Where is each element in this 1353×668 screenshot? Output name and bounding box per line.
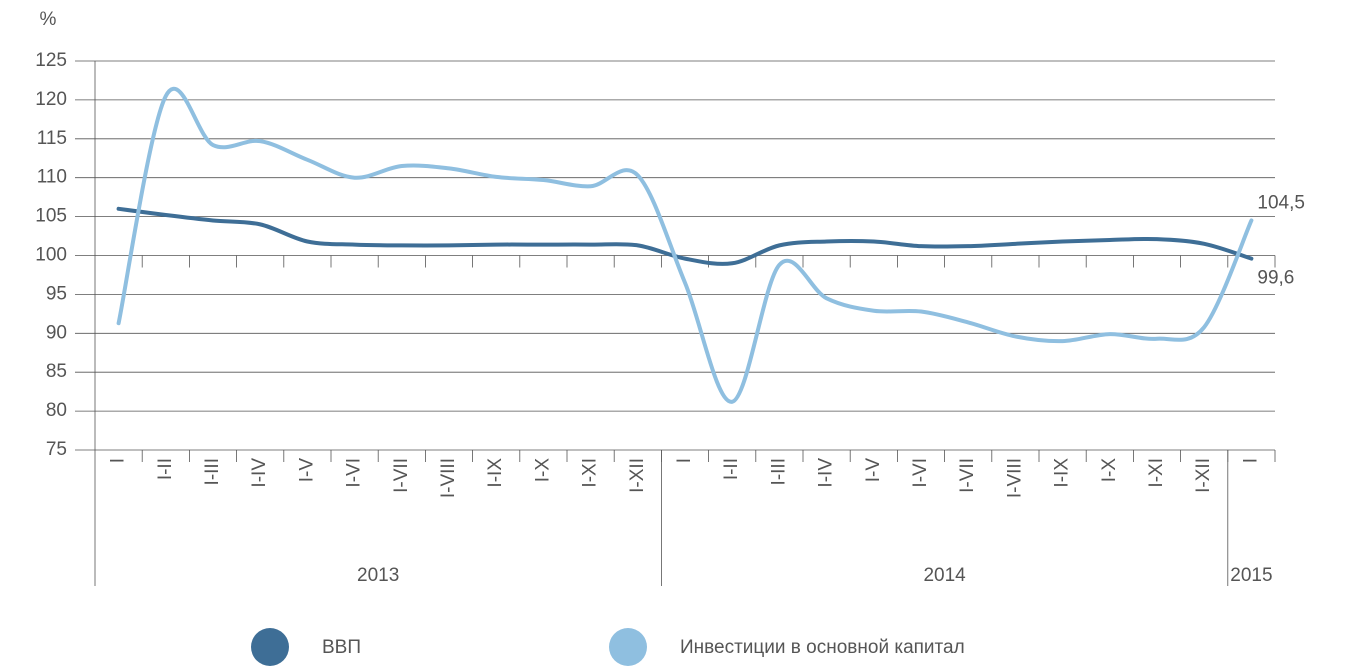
x-tick-label: I	[1240, 458, 1261, 463]
y-tick-label: 100	[35, 245, 67, 266]
x-tick-label: I-VI	[344, 458, 365, 488]
x-tick-label: I-X	[1099, 458, 1120, 483]
x-tick-label: I-V	[863, 458, 884, 483]
legend-label: Инвестиции в основной капитал	[680, 637, 965, 658]
x-tick-label: I-IX	[485, 458, 506, 488]
x-tick-label: I-III	[202, 458, 223, 485]
legend-swatch	[251, 628, 289, 666]
data-label: 99,6	[1257, 268, 1294, 289]
y-tick-label: 80	[46, 400, 67, 421]
y-tick-label: 85	[46, 361, 67, 382]
y-tick-label: 125	[35, 50, 67, 71]
x-tick-label: I-IV	[816, 458, 837, 488]
y-tick-label: 110	[37, 167, 67, 188]
x-tick-label: I-II	[721, 458, 742, 480]
y-tick-label: 95	[46, 283, 67, 304]
data-label: 104,5	[1257, 193, 1305, 214]
series-line	[116, 206, 1254, 266]
x-tick-label: I-VII	[391, 458, 412, 493]
group-label: 2015	[1230, 565, 1272, 586]
x-tick-label: I-X	[532, 458, 553, 483]
x-tick-label: I-XII	[1193, 458, 1214, 493]
y-tick-label: 90	[46, 322, 67, 343]
x-tick-label: I-II	[155, 458, 176, 480]
x-tick-label: I-XI	[1146, 458, 1167, 488]
x-tick-label: I-XII	[627, 458, 648, 493]
x-tick-label: I-V	[296, 458, 317, 483]
x-tick-label: I-XI	[580, 458, 601, 488]
x-tick-label: I-VIII	[438, 458, 459, 498]
x-tick-label: I-VI	[910, 458, 931, 488]
y-tick-label: 115	[37, 128, 67, 149]
group-label: 2013	[357, 565, 399, 586]
y-tick-label: 75	[46, 439, 67, 460]
x-tick-label: I-IX	[1052, 458, 1073, 488]
y-tick-label: 120	[35, 89, 67, 110]
y-axis-label: %	[40, 9, 57, 30]
legend-swatch	[609, 628, 647, 666]
x-tick-label: I-IV	[249, 458, 270, 488]
y-tick-label: 105	[35, 206, 67, 227]
x-tick-label: I-VII	[957, 458, 978, 493]
group-label: 2014	[923, 565, 966, 586]
x-tick-label: I	[108, 458, 129, 463]
series-line	[116, 86, 1254, 404]
legend-label: ВВП	[322, 637, 361, 658]
x-tick-label: I-III	[768, 458, 789, 485]
x-tick-label: I	[674, 458, 695, 463]
x-tick-label: I-VIII	[1004, 458, 1025, 498]
